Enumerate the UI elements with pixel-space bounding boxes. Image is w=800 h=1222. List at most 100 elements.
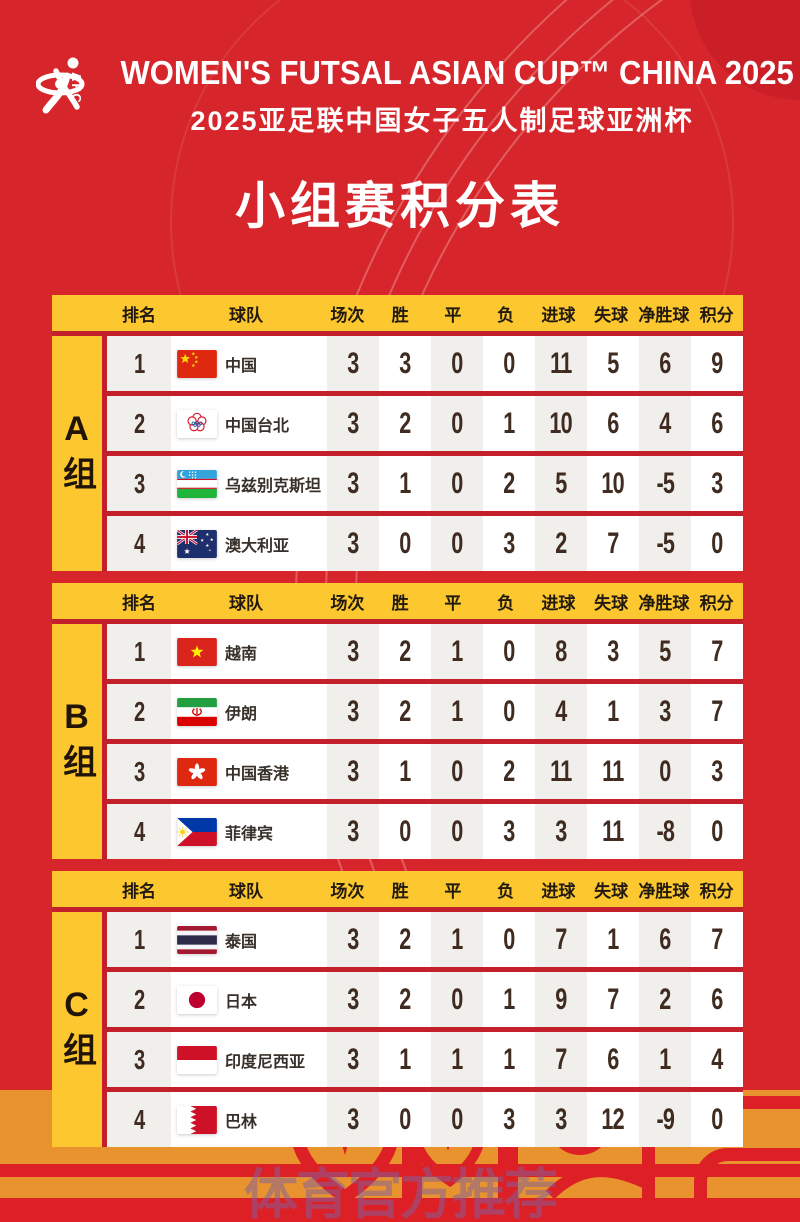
- stat-value: -5: [656, 466, 674, 500]
- stat-value: 2: [503, 754, 515, 788]
- stat-cell: 3: [327, 972, 379, 1027]
- stat-value: 0: [503, 694, 515, 728]
- stat-value: 8: [555, 634, 567, 668]
- stat-cell: 1: [483, 972, 535, 1027]
- stat-cell: 6: [587, 396, 639, 451]
- stat-cell: 0: [431, 396, 483, 451]
- stat-cell: 3: [535, 804, 587, 859]
- stat-value: 3: [347, 982, 359, 1016]
- team-cell: 越南: [171, 624, 327, 679]
- table-row: 2 伊朗 3 2 1 0 4 1 3 7: [107, 684, 743, 739]
- stat-value: 0: [451, 982, 463, 1016]
- stat-value: 11: [602, 754, 624, 788]
- stat-value: 3: [347, 1042, 359, 1076]
- rank-value: 1: [133, 923, 145, 955]
- stat-value: 1: [451, 634, 463, 668]
- stat-cell: 6: [691, 396, 743, 451]
- stat-cell: 1: [379, 1032, 431, 1087]
- group-body: C组 1 泰国 3 2 1 0 7 1 6 7 2 日本 3 2 0 1 9 7 2 6 3 印度尼西亚 3 1 1 1 7 6 1 4 4 巴…: [52, 907, 743, 1147]
- rank-cell: 1: [107, 624, 171, 679]
- stat-value: 4: [711, 1042, 723, 1076]
- flag-china-icon: [177, 349, 217, 378]
- stat-value: 0: [399, 814, 411, 848]
- stat-cell: 7: [587, 972, 639, 1027]
- stat-cell: 3: [691, 456, 743, 511]
- stat-cell: 1: [587, 684, 639, 739]
- team-cell: 伊朗: [171, 684, 327, 739]
- column-header-stat: 净胜球: [638, 881, 690, 901]
- bottom-red-bar: [0, 1198, 800, 1222]
- stat-cell: 4: [691, 1032, 743, 1087]
- stat-cell: 7: [535, 1032, 587, 1087]
- stat-value: 2: [399, 694, 411, 728]
- column-header-stat: 进球: [541, 305, 576, 325]
- stat-value: 1: [503, 406, 515, 440]
- stat-cell: -5: [639, 516, 691, 571]
- group-label: B组: [52, 624, 102, 859]
- rank-cell: 1: [107, 912, 171, 967]
- stat-value: 2: [399, 406, 411, 440]
- stat-value: -5: [656, 526, 674, 560]
- stat-value: 9: [555, 982, 567, 1016]
- flag-hong-kong-icon: [177, 757, 217, 786]
- stat-cell: 11: [535, 744, 587, 799]
- rank-value: 3: [133, 755, 145, 787]
- stat-cell: 0: [691, 516, 743, 571]
- stat-cell: 7: [691, 624, 743, 679]
- watermark-text: 体育官方推荐: [244, 1165, 558, 1222]
- stat-value: 3: [711, 466, 723, 500]
- stat-cell: 4: [535, 684, 587, 739]
- rank-cell: 4: [107, 804, 171, 859]
- stat-value: 1: [503, 1042, 515, 1076]
- stat-value: 3: [347, 694, 359, 728]
- stat-cell: 3: [327, 336, 379, 391]
- rank-value: 1: [133, 635, 145, 667]
- rank-cell: 2: [107, 396, 171, 451]
- flag-bahrain-icon: [177, 1105, 217, 1134]
- stat-cell: 1: [639, 1032, 691, 1087]
- stat-cell: 7: [691, 912, 743, 967]
- rank-value: 3: [133, 1043, 145, 1075]
- stat-value: 5: [555, 466, 567, 500]
- stat-value: 0: [451, 754, 463, 788]
- page-title: 小组赛积分表: [235, 178, 565, 234]
- tournament-title-chinese: 2025亚足联中国女子五人制足球亚洲杯: [190, 106, 694, 136]
- column-header-stat: 负: [497, 593, 515, 613]
- stat-value: 3: [347, 406, 359, 440]
- stat-value: 11: [602, 814, 624, 848]
- standings-tables: 排名 球队 场次胜平负进球 失球 净胜球 积分 A组 1 中国 3 3 0 0 11 5 6 9 2 中国台北 3 2 0…: [52, 295, 743, 1147]
- afc-futsal-logo-icon: [36, 57, 85, 114]
- stat-value: 1: [607, 694, 619, 728]
- stat-cell: 10: [587, 456, 639, 511]
- stat-value: 7: [555, 922, 567, 956]
- stat-cell: 1: [587, 912, 639, 967]
- stat-cell: 3: [327, 1092, 379, 1147]
- column-header-stat: 负: [497, 305, 515, 325]
- stat-cell: -9: [639, 1092, 691, 1147]
- rows-container: 1 越南 3 2 1 0 8 3 5 7 2 伊朗 3 2 1 0 4 1 3 7 3 中国香港 3 1 0 2 11 11 0 3 4 菲律…: [107, 624, 743, 859]
- column-header-stat: 积分: [699, 593, 734, 613]
- stat-value: 0: [711, 526, 723, 560]
- stat-value: 0: [503, 922, 515, 956]
- table-header-row: 排名 球队 场次 胜 平 负 进球 失球 净胜球 积分: [52, 295, 743, 331]
- group-table-A组: 排名 球队 场次胜平负进球 失球 净胜球 积分 A组 1 中国 3 3 0 0 11 5 6 9 2 中国台北 3 2 0…: [52, 295, 743, 571]
- column-header-stat: 平: [444, 881, 462, 901]
- table-row: 3 中国香港 3 1 0 2 11 11 0 3: [107, 744, 743, 799]
- flag-uzbekistan-icon: [177, 469, 217, 498]
- team-name: 越南: [225, 645, 258, 663]
- stat-cell: 1: [379, 744, 431, 799]
- stat-cell: 2: [379, 624, 431, 679]
- column-header-stat: 胜: [391, 593, 409, 613]
- column-header-stat: 失球: [594, 305, 629, 325]
- stat-value: 10: [601, 466, 625, 500]
- table-row: 1 泰国 3 2 1 0 7 1 6 7: [107, 912, 743, 967]
- column-header-stat: 胜: [391, 305, 409, 325]
- stat-value: 6: [711, 982, 723, 1016]
- stat-cell: 9: [535, 972, 587, 1027]
- stat-value: 7: [711, 694, 723, 728]
- table-row: 1 越南 3 2 1 0 8 3 5 7: [107, 624, 743, 679]
- flag-philippines-icon: [177, 817, 217, 846]
- column-header-stat: 场次: [330, 881, 365, 901]
- stat-value: 3: [503, 1102, 515, 1136]
- stat-value: 2: [399, 982, 411, 1016]
